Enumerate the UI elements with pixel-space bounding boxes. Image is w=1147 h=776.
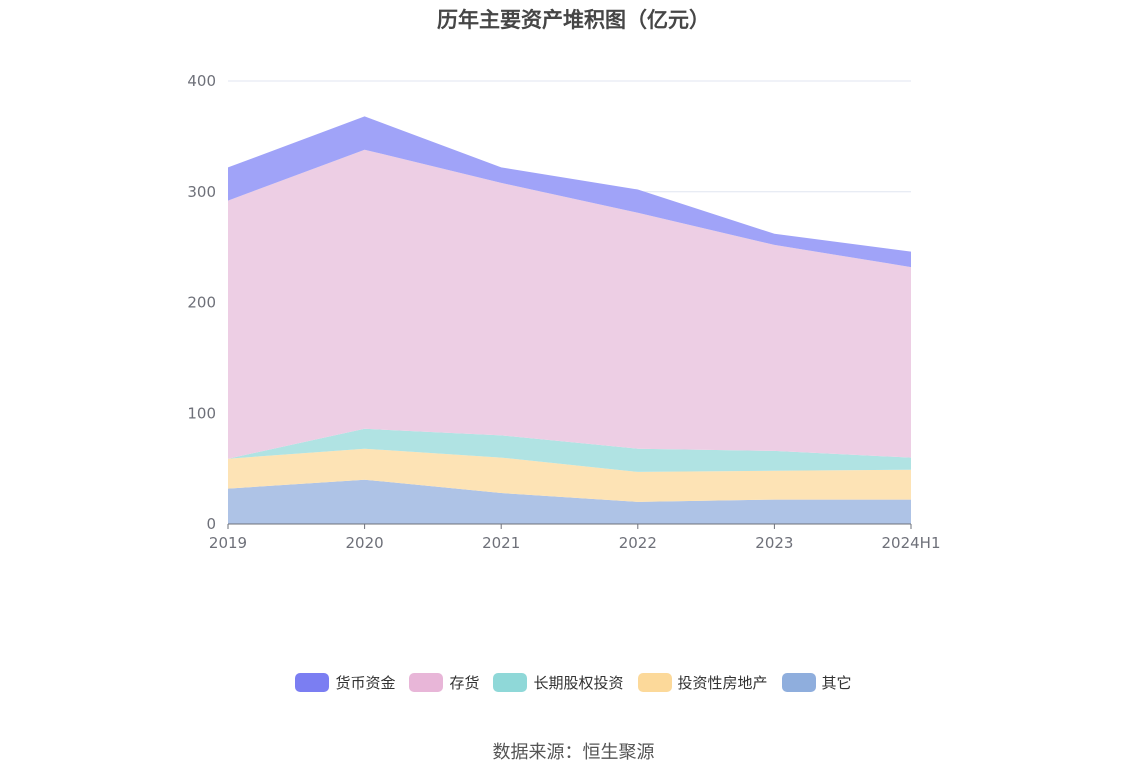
- legend-swatch-other: [781, 673, 816, 692]
- x-tick-label: 2019: [209, 534, 247, 552]
- area-series-4: [228, 116, 911, 268]
- x-tick-label: 2020: [346, 534, 384, 552]
- y-tick-label: 400: [187, 72, 216, 90]
- legend-label-equity-investment: 长期股权投资: [533, 674, 624, 692]
- legend-item-investment-property[interactable]: 投资性房地产: [637, 672, 768, 693]
- area-series-3: [228, 149, 911, 459]
- legend-swatch-inventory: [409, 673, 444, 692]
- legend: 货币资金 存货 长期股权投资 投资性房地产 其它: [0, 672, 1147, 693]
- y-tick-label: 0: [206, 515, 216, 533]
- y-tick-label: 300: [187, 183, 216, 201]
- x-tick-label: 2023: [755, 534, 793, 552]
- legend-swatch-equity-investment: [493, 673, 528, 692]
- area-series-2: [228, 428, 911, 472]
- chart-title: 历年主要资产堆积图（亿元）: [437, 8, 710, 32]
- legend-swatch-investment-property: [637, 673, 672, 692]
- legend-item-other[interactable]: 其它: [781, 672, 852, 693]
- legend-label-cash: 货币资金: [335, 674, 396, 692]
- x-tick-label: 2022: [619, 534, 657, 552]
- legend-label-investment-property: 投资性房地产: [677, 674, 768, 692]
- y-tick-label: 100: [187, 404, 216, 422]
- legend-item-inventory[interactable]: 存货: [409, 672, 479, 693]
- legend-item-cash[interactable]: 货币资金: [295, 672, 395, 693]
- legend-item-equity-investment[interactable]: 长期股权投资: [493, 672, 624, 693]
- y-tick-label: 200: [187, 294, 216, 312]
- stacked-area-chart: 0 100 200 300 400 2019 2020 2021 2022 2023 2024H1: [187, 72, 941, 552]
- x-tick-label: 2024H1: [882, 534, 941, 552]
- area-series-0: [228, 479, 911, 524]
- legend-label-other: 其它: [821, 674, 852, 692]
- area-series-1: [228, 448, 911, 502]
- data-source-note: 数据来源：恒生聚源: [492, 742, 655, 763]
- x-tick-label: 2021: [482, 534, 520, 552]
- legend-swatch-cash: [295, 673, 330, 692]
- legend-label-inventory: 存货: [449, 674, 480, 692]
